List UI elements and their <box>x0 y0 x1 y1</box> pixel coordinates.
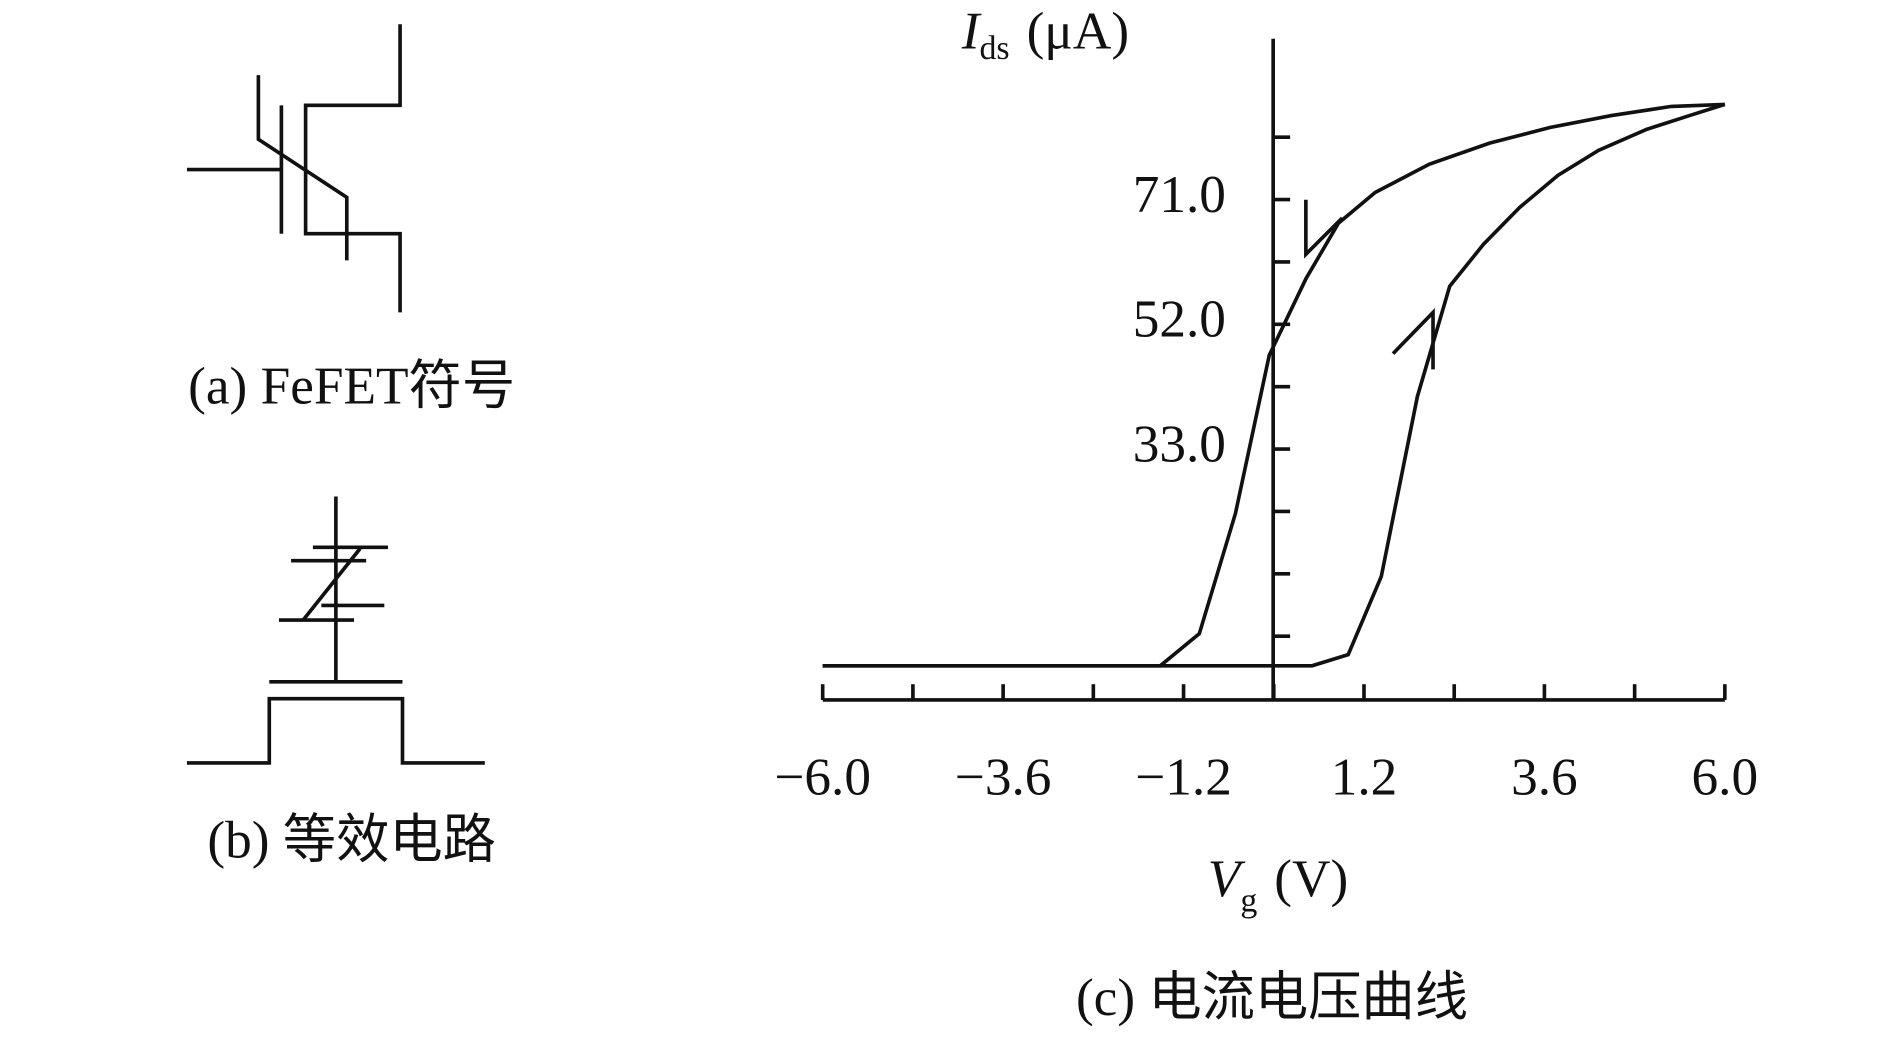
x-axis-label: Vg (V) <box>1208 849 1348 919</box>
curve <box>822 102 1725 668</box>
y-tick-label: 33.0 <box>1133 414 1226 473</box>
x-tick-label: −6.0 <box>774 748 871 807</box>
equivalent-circuit <box>186 496 485 765</box>
y-axis-label: Ids (μA) <box>961 2 1129 67</box>
y-unit: (μA) <box>1027 2 1130 61</box>
y-symbol: I <box>961 2 982 61</box>
fefet-symbol <box>186 24 402 313</box>
channel <box>186 696 485 765</box>
x-subscript: g <box>1240 882 1257 919</box>
x-tick-label: 3.6 <box>1511 748 1578 807</box>
x-tick-label: −1.2 <box>1135 748 1232 807</box>
caption: (c) 电流电压曲线 <box>1076 968 1468 1027</box>
caption: (b) 等效电路 <box>207 810 496 869</box>
channel <box>303 24 402 313</box>
y-tick-label: 71.0 <box>1133 165 1226 224</box>
arrow-down <box>1304 199 1344 259</box>
curve <box>822 102 1726 668</box>
x-symbol: V <box>1208 849 1246 908</box>
diagonal <box>301 547 362 622</box>
y-tick-label: 52.0 <box>1133 290 1226 349</box>
x-unit: (V) <box>1274 849 1348 908</box>
x-tick-label: −3.6 <box>955 748 1052 807</box>
ferroelectric <box>256 75 349 261</box>
arrow-up <box>1391 307 1435 370</box>
x-tick-label: 1.2 <box>1331 748 1398 807</box>
x-tick-label: 6.0 <box>1692 748 1759 807</box>
caption: (a) FeFET符号 <box>188 356 515 415</box>
y-subscript: ds <box>979 30 1009 67</box>
